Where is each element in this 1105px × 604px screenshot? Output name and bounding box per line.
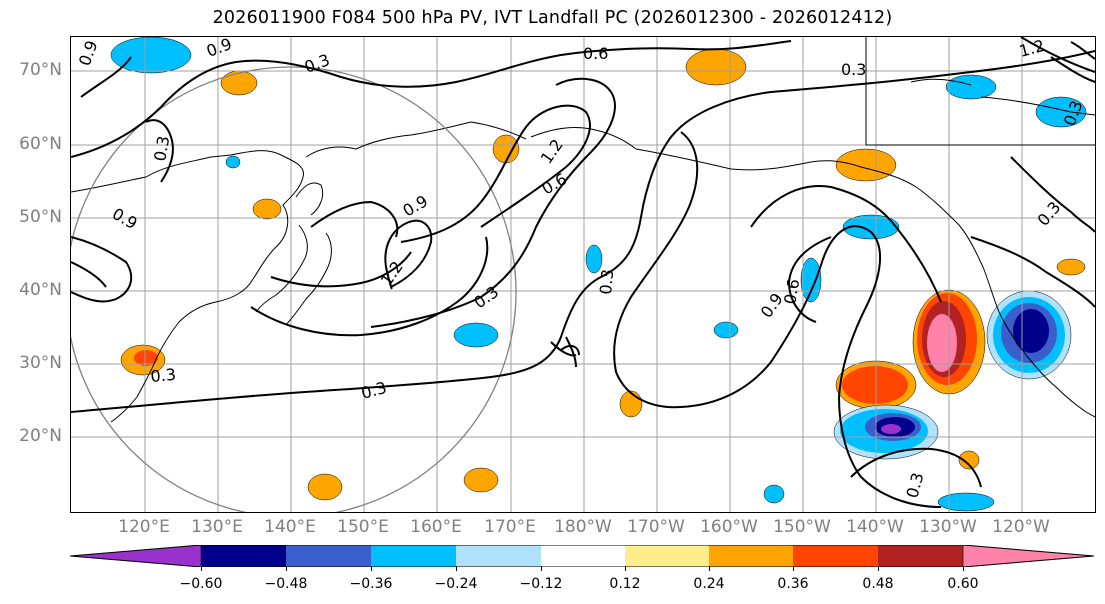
contour-label: 0.9	[75, 38, 102, 68]
anomaly-blob	[1056, 258, 1086, 276]
map-panel: 0.3 0.6 0.9 1.2 0.3 0.6 0.9 1.2 0.3 0.3 …	[70, 36, 1096, 513]
colorbar-swatch	[286, 545, 371, 567]
colorbar-swatch	[793, 545, 878, 567]
contour-label: 0.9	[204, 37, 234, 61]
colorbar-swatch	[962, 544, 1095, 568]
lon-label: 170°E	[484, 517, 536, 537]
colorbar-swatch	[625, 545, 709, 567]
anomaly-blob	[927, 314, 957, 372]
anomaly-blob	[619, 390, 643, 418]
lat-label: 60°N	[19, 134, 62, 154]
colorbar-swatch	[456, 545, 541, 567]
contour-label: 0.3	[841, 60, 866, 79]
map-canvas: 0.3 0.6 0.9 1.2 0.3 0.6 0.9 1.2 0.3 0.3 …	[71, 37, 1095, 512]
lon-label: 130°E	[191, 517, 243, 537]
anomaly-blob	[453, 322, 499, 348]
colorbar-swatch	[201, 545, 286, 567]
anomaly-blob	[252, 198, 282, 220]
anomaly-blob	[881, 424, 901, 434]
anomaly-blob	[110, 37, 192, 74]
coastlines	[71, 37, 1095, 423]
anomaly-blob	[307, 473, 343, 501]
anomaly-blob	[685, 48, 747, 86]
anomaly-blob	[937, 492, 995, 512]
anomaly-blob	[800, 257, 822, 303]
colorbar-tick-label: 0.12	[609, 576, 641, 592]
anomaly-blob	[958, 450, 980, 470]
anomaly-blob	[492, 134, 520, 164]
lat-label: 30°N	[19, 353, 62, 373]
colorbar-tick-label: −0.48	[264, 576, 308, 592]
colorbar-tick-label: −0.24	[434, 576, 478, 592]
lon-label: 120°E	[118, 517, 170, 537]
lon-label: 130°W	[919, 517, 977, 537]
colorbar-tick-label: 0.60	[947, 576, 979, 592]
anomaly-blob	[225, 155, 241, 169]
lon-label: 150°W	[773, 517, 831, 537]
contour-label: 0.3	[470, 282, 502, 312]
anomaly-blob	[463, 467, 499, 493]
graticule	[71, 37, 1095, 512]
contour-label: 0.6	[780, 277, 803, 305]
colorbar-swatch	[69, 544, 202, 568]
colorbar-swatch	[709, 545, 793, 567]
lon-label: 160°E	[410, 517, 462, 537]
colorbar-swatch	[371, 545, 456, 567]
lon-label: 150°E	[337, 517, 389, 537]
anomaly-blob	[763, 484, 785, 504]
colorbar-swatch	[541, 545, 625, 567]
anomaly-blob	[585, 244, 603, 274]
contour-label: 1.2	[1017, 37, 1047, 61]
lat-label: 70°N	[19, 60, 62, 80]
colorbar-swatch	[878, 545, 963, 567]
contour-label: 0.3	[903, 471, 928, 501]
colorbar-tick-label: 0.48	[862, 576, 894, 592]
lat-label: 50°N	[19, 207, 62, 227]
anomaly-blob	[1013, 309, 1049, 353]
colorbar	[69, 544, 1095, 568]
range-circle	[71, 66, 517, 512]
contour-label: 0.9	[109, 204, 141, 233]
colorbar-tick-label: −0.12	[519, 576, 563, 592]
colorbar-swatches	[69, 544, 1095, 568]
lon-label: 140°W	[846, 517, 904, 537]
lon-label: 170°W	[627, 517, 685, 537]
lat-label: 20°N	[19, 426, 62, 446]
contour-label: 0.9	[400, 191, 432, 220]
anomaly-blob	[220, 70, 258, 96]
anomaly-blob	[1035, 96, 1087, 128]
colorbar-tick-label: −0.36	[349, 576, 393, 592]
lon-label: 140°E	[264, 517, 316, 537]
colorbar-tick-label: −0.60	[179, 576, 223, 592]
lat-label: 40°N	[19, 280, 62, 300]
contour-label: 0.3	[150, 365, 177, 386]
lon-label: 120°W	[992, 517, 1050, 537]
anomaly-blob	[713, 321, 739, 339]
contour-label: 0.3	[150, 134, 173, 162]
anomaly-blob	[835, 148, 897, 182]
contour-label: 1.2	[537, 136, 567, 168]
colorbar-tick-label: 0.24	[693, 576, 725, 592]
lon-label: 160°W	[700, 517, 758, 537]
colorbar-tick-label: 0.36	[777, 576, 809, 592]
map-title: 2026011900 F084 500 hPa PV, IVT Landfall…	[212, 8, 893, 28]
anomaly-blob	[945, 74, 997, 100]
anomaly-shading	[110, 37, 1087, 512]
contour-label: 0.6	[539, 169, 571, 198]
anomaly-blob	[842, 366, 908, 404]
lon-label: 180°W	[554, 517, 612, 537]
anomaly-blob	[842, 214, 900, 240]
pv-contours	[71, 37, 1095, 508]
contour-label: 0.6	[583, 44, 608, 63]
anomaly-blob	[134, 350, 158, 366]
contour-label: 0.3	[596, 268, 617, 295]
